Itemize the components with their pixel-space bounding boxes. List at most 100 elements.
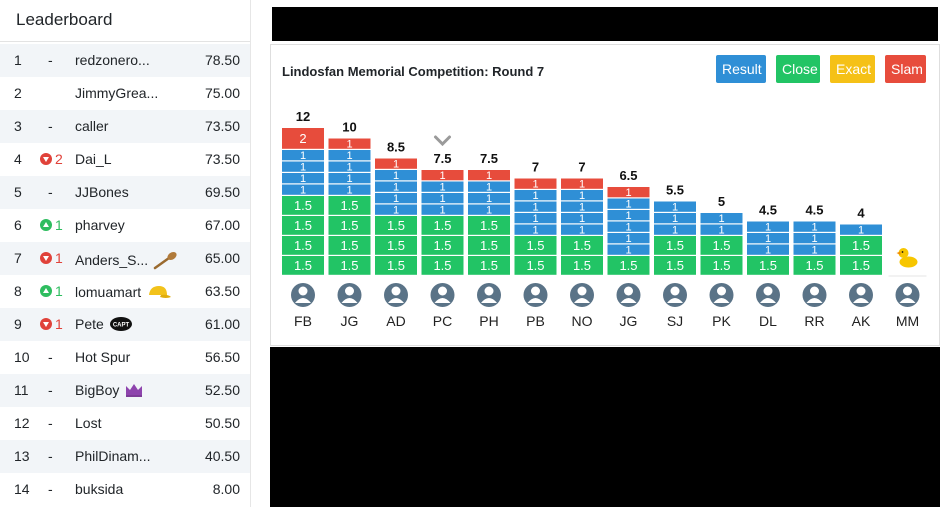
player-name: caller xyxy=(75,118,108,134)
bar-segment xyxy=(607,233,650,244)
leaderboard-row[interactable]: 4 2 Dai_L 73.50 xyxy=(0,143,250,176)
bar-segment-label: 1.5 xyxy=(480,238,498,253)
bar-segment xyxy=(700,213,743,224)
player-avatar xyxy=(291,283,315,307)
bar-segment-label: 1 xyxy=(393,193,399,205)
bar-segment-label: 1 xyxy=(579,202,585,214)
bar-segment xyxy=(793,233,836,244)
bar-total-label: 7.5 xyxy=(433,151,451,166)
bar-segment-label: 1 xyxy=(346,139,352,151)
arrow-up-icon xyxy=(40,219,52,231)
player-avatar xyxy=(756,283,780,307)
bar-segment-label: 1 xyxy=(625,233,631,245)
chevron-down-icon xyxy=(434,135,451,147)
bar-segment xyxy=(747,233,789,244)
bar-segment xyxy=(561,201,603,212)
player-name: PhilDinam... xyxy=(75,448,150,464)
bar-total-label: 10 xyxy=(342,120,356,135)
leaderboard-row[interactable]: 14 - buksida 8.00 xyxy=(0,473,250,506)
player-avatar xyxy=(477,283,501,307)
leaderboard-row[interactable]: 2 JimmyGrea... 75.00 xyxy=(0,77,250,110)
bar-segment-label: 1 xyxy=(439,182,445,194)
rank-change: 1 xyxy=(40,217,63,233)
close-button[interactable]: Close xyxy=(776,55,820,83)
bar-segment-label: 1.5 xyxy=(480,258,498,273)
leaderboard-row[interactable]: 6 1 pharvey 67.00 xyxy=(0,209,250,242)
player-initials: SJ xyxy=(667,313,683,329)
player-score: 67.00 xyxy=(204,217,240,233)
bar-segment xyxy=(514,224,557,235)
rank-change-none: - xyxy=(48,349,53,365)
player-initials: JG xyxy=(341,313,359,329)
bar-segment xyxy=(561,256,603,275)
top-black-bar xyxy=(272,7,938,41)
player-name: BigBoy xyxy=(75,382,144,401)
rank-number: 13 xyxy=(14,448,30,464)
player-name-text: JJBones xyxy=(75,184,129,200)
bar-segment xyxy=(514,190,557,201)
slam-button[interactable]: Slam xyxy=(885,55,926,83)
leaderboard-row[interactable]: 11 - BigBoy 52.50 xyxy=(0,374,250,407)
rank-change-none: - xyxy=(48,481,53,497)
rank-number: 7 xyxy=(14,250,22,266)
player-avatar xyxy=(570,283,594,307)
exact-button[interactable]: Exact xyxy=(830,55,875,83)
bar-segment xyxy=(793,221,836,232)
player-avatar xyxy=(709,283,734,307)
leaderboard-row[interactable]: 9 1 Pete CAPT 61.00 xyxy=(0,308,250,341)
rank-change-none: - xyxy=(48,118,53,134)
bar-total-label: 12 xyxy=(296,109,310,124)
bar-segment-label: 1 xyxy=(393,170,399,182)
player-score: 50.50 xyxy=(204,415,240,431)
bar-segment xyxy=(421,256,464,275)
bar-segment-label: 1.5 xyxy=(433,218,451,233)
bar-segment xyxy=(282,161,324,172)
bar-segment xyxy=(375,158,417,169)
bar-segment xyxy=(514,178,557,189)
bar-segment-label: 1 xyxy=(811,222,817,234)
bar-segment xyxy=(561,224,603,235)
bar-segment xyxy=(375,236,417,255)
leaderboard-row[interactable]: 1 - redzonero... 78.50 xyxy=(0,44,250,77)
bar-segment xyxy=(421,236,464,255)
bar-segment xyxy=(375,216,417,235)
rank-change-value: 1 xyxy=(55,250,63,266)
leaderboard-row[interactable]: 13 - PhilDinam... 40.50 xyxy=(0,440,250,473)
leaderboard-row[interactable]: 10 - Hot Spur 56.50 xyxy=(0,341,250,374)
bar-segment xyxy=(282,236,324,255)
crown-icon xyxy=(124,382,144,401)
bar-segment-label: 1 xyxy=(393,159,399,171)
bar-segment-label: 1 xyxy=(672,202,678,214)
result-button[interactable]: Result xyxy=(716,55,766,83)
bar-segment-label: 1.5 xyxy=(387,218,405,233)
bottom-black-area xyxy=(270,347,940,507)
rank-number: 10 xyxy=(14,349,30,365)
rank-number: 14 xyxy=(14,481,30,497)
bar-segment-label: 1 xyxy=(346,185,352,197)
wooden-spoon-icon xyxy=(153,250,179,273)
bar-total-label: 6.5 xyxy=(619,168,637,183)
leaderboard-row[interactable]: 5 - JJBones 69.50 xyxy=(0,176,250,209)
bar-segment-label: 1 xyxy=(486,170,492,182)
bar-segment xyxy=(328,236,371,255)
player-score: 40.50 xyxy=(204,448,240,464)
player-name: Anders_S... xyxy=(75,250,179,273)
bar-segment-label: 2 xyxy=(299,131,306,146)
bar-segment xyxy=(328,161,371,172)
bar-segment xyxy=(328,256,371,275)
round-results-panel: Lindosfan Memorial Competition: Round 7 … xyxy=(270,44,940,346)
leaderboard-row[interactable]: 12 - Lost 50.50 xyxy=(0,407,250,440)
rank-number: 3 xyxy=(14,118,22,134)
leaderboard-row[interactable]: 7 1 Anders_S... 65.00 xyxy=(0,242,250,275)
bar-segment-label: 1 xyxy=(439,205,445,217)
leaderboard-row[interactable]: 3 - caller 73.50 xyxy=(0,110,250,143)
player-initials: FB xyxy=(294,313,312,329)
leaderboard-row[interactable]: 8 1 lomuamart 63.50 xyxy=(0,275,250,308)
arrow-up-icon xyxy=(40,285,52,297)
player-name: Lost xyxy=(75,415,101,431)
player-avatar xyxy=(802,283,827,307)
bar-segment xyxy=(468,170,510,181)
player-initials: AD xyxy=(386,313,405,329)
bar-segment xyxy=(840,236,882,255)
player-name: redzonero... xyxy=(75,52,150,68)
